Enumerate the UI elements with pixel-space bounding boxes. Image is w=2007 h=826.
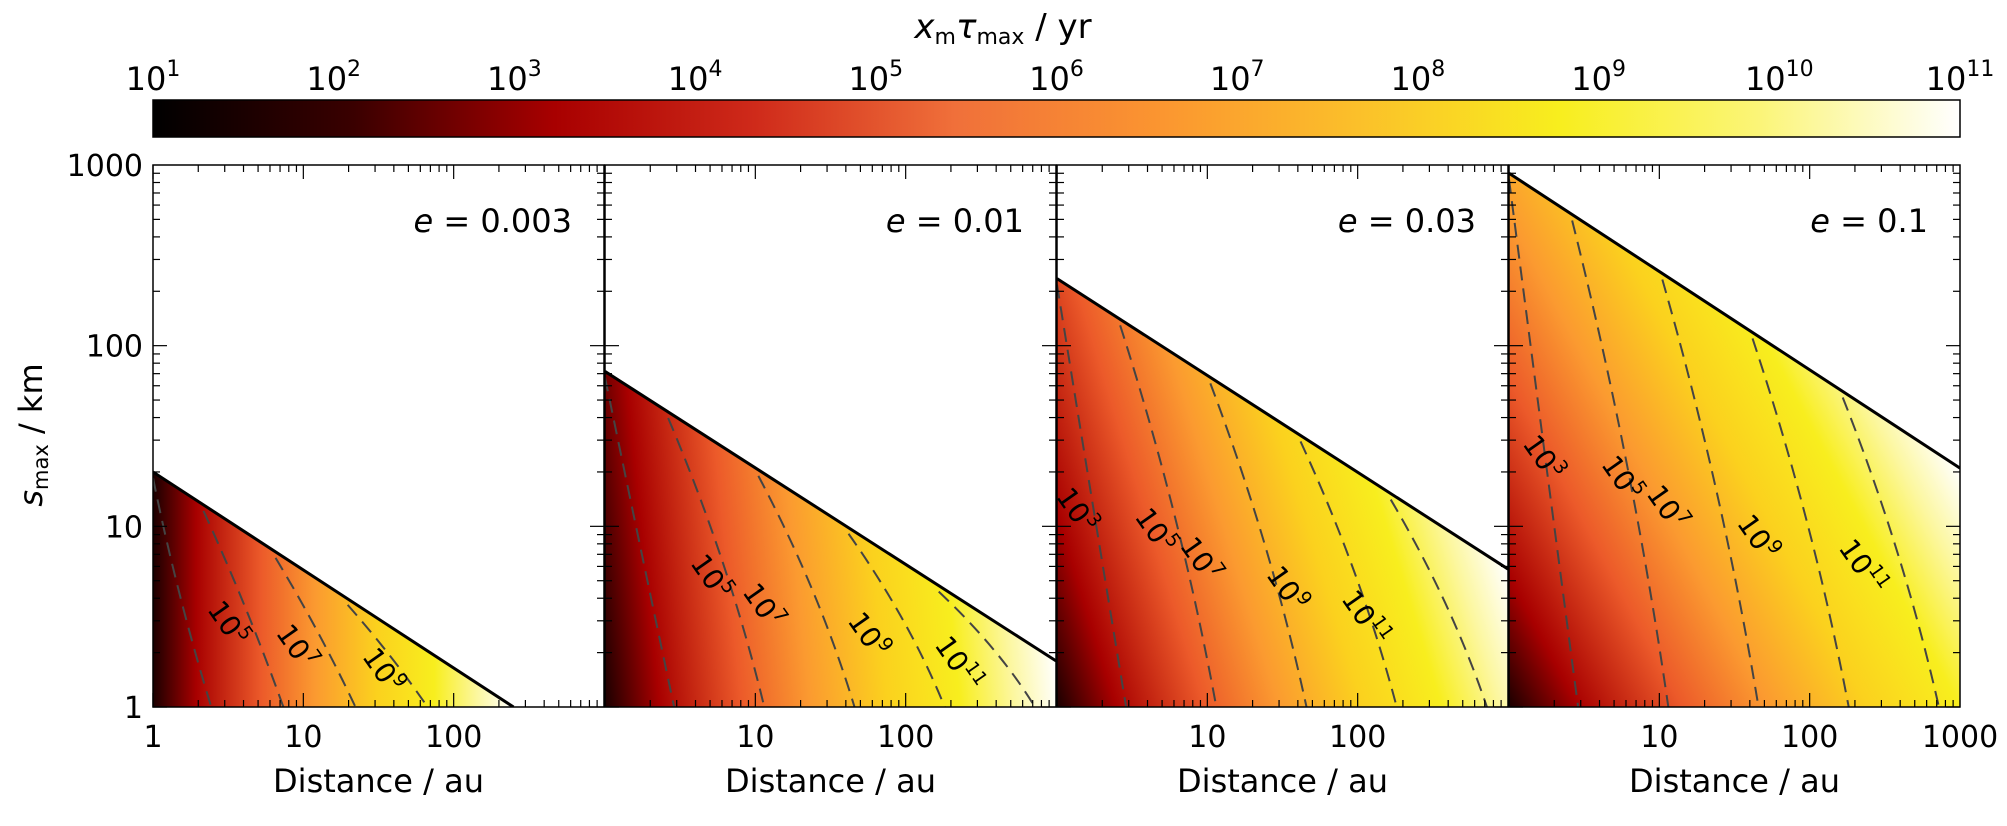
colorbar-tick-label: 107 [1210,57,1265,98]
colorbar-fill [153,100,1960,137]
colorbar-tick-label: 1010 [1745,57,1814,98]
contour-line [1119,324,1218,707]
contour-lines [1057,284,1488,707]
x-tick-label: 10 [1188,720,1226,755]
panel-frame [1508,164,1961,708]
boundary-line [605,370,1056,663]
contour-line [1057,284,1128,707]
contour-line [202,510,285,707]
y-tick-label: 100 [86,330,143,365]
x-tick-label: 100 [877,720,934,755]
y-tick-label: 1 [124,691,143,726]
panel-label: e = 0.003 [414,202,572,240]
x-tick-label: 10 [1640,720,1678,755]
contour-line [1389,499,1488,707]
panel-label: e = 0.01 [886,202,1024,240]
colorbar-tick-label: 108 [1391,57,1446,98]
contour-line [938,590,1036,707]
colorbar-title: xmτmax / yr [913,7,1091,50]
colorbar-tick-label: 105 [848,57,903,98]
y-axis-label: smax / km [12,363,53,506]
contour-line [153,477,213,707]
panel-label: e = 0.1 [1810,202,1928,240]
colorbar-frame [152,99,1961,138]
colorbar-tick-label: 102 [306,57,361,98]
x-tick-label: 10 [284,720,322,755]
contour-lines [153,477,429,707]
y-tick-label: 10 [105,510,143,545]
colorbar-tick-label: 1011 [1926,57,1995,98]
contour-line [1209,383,1308,707]
contour-line [667,417,766,707]
boundary-line [1057,277,1508,571]
contour-line [346,604,429,707]
x-tick-label: 1000 [1922,720,1998,755]
contour-line [1841,397,1940,707]
colorbar-tick-label: 106 [1029,57,1084,98]
colorbar-tick-label: 103 [487,57,542,98]
panel-label: e = 0.03 [1338,202,1476,240]
colorbar-tick-label: 109 [1571,57,1626,98]
contour-line [1661,279,1760,707]
contour-line [605,377,676,707]
colorbar-tick-label: 104 [668,57,723,98]
heatmap-fill [605,371,1056,707]
y-tick-label: 1000 [67,149,143,184]
contour-line [1571,220,1670,707]
x-tick-label: 10 [736,720,774,755]
x-tick-label: 100 [1781,720,1838,755]
contour-line [1509,179,1580,707]
heatmap-fill [1509,173,1960,707]
contour-lines [605,377,1036,707]
colorbar-tick-label: 101 [126,57,181,98]
boundary-line [153,470,515,707]
contour-line [1751,338,1850,707]
x-tick-label: 1 [143,720,162,755]
x-axis-label: Distance / au [1177,762,1388,800]
panel-frame [152,164,605,708]
contour-line [757,475,856,707]
contour-line [847,533,946,707]
x-axis-label: Distance / au [725,762,936,800]
colorbar: 101 102 103 104 105 106 107 108 109 1010 1011 [126,57,1995,138]
x-tick-label: 100 [1329,720,1386,755]
x-axis-label: Distance / au [273,762,484,800]
x-axis-label: Distance / au [1629,762,1840,800]
heatmap-fill [1057,278,1508,707]
panel-frame [1056,164,1509,708]
boundary-line [1509,172,1960,470]
panel-frame [604,164,1057,708]
contour-line [1299,441,1398,707]
contour-lines [1509,179,1940,707]
x-tick-label: 100 [425,720,482,755]
